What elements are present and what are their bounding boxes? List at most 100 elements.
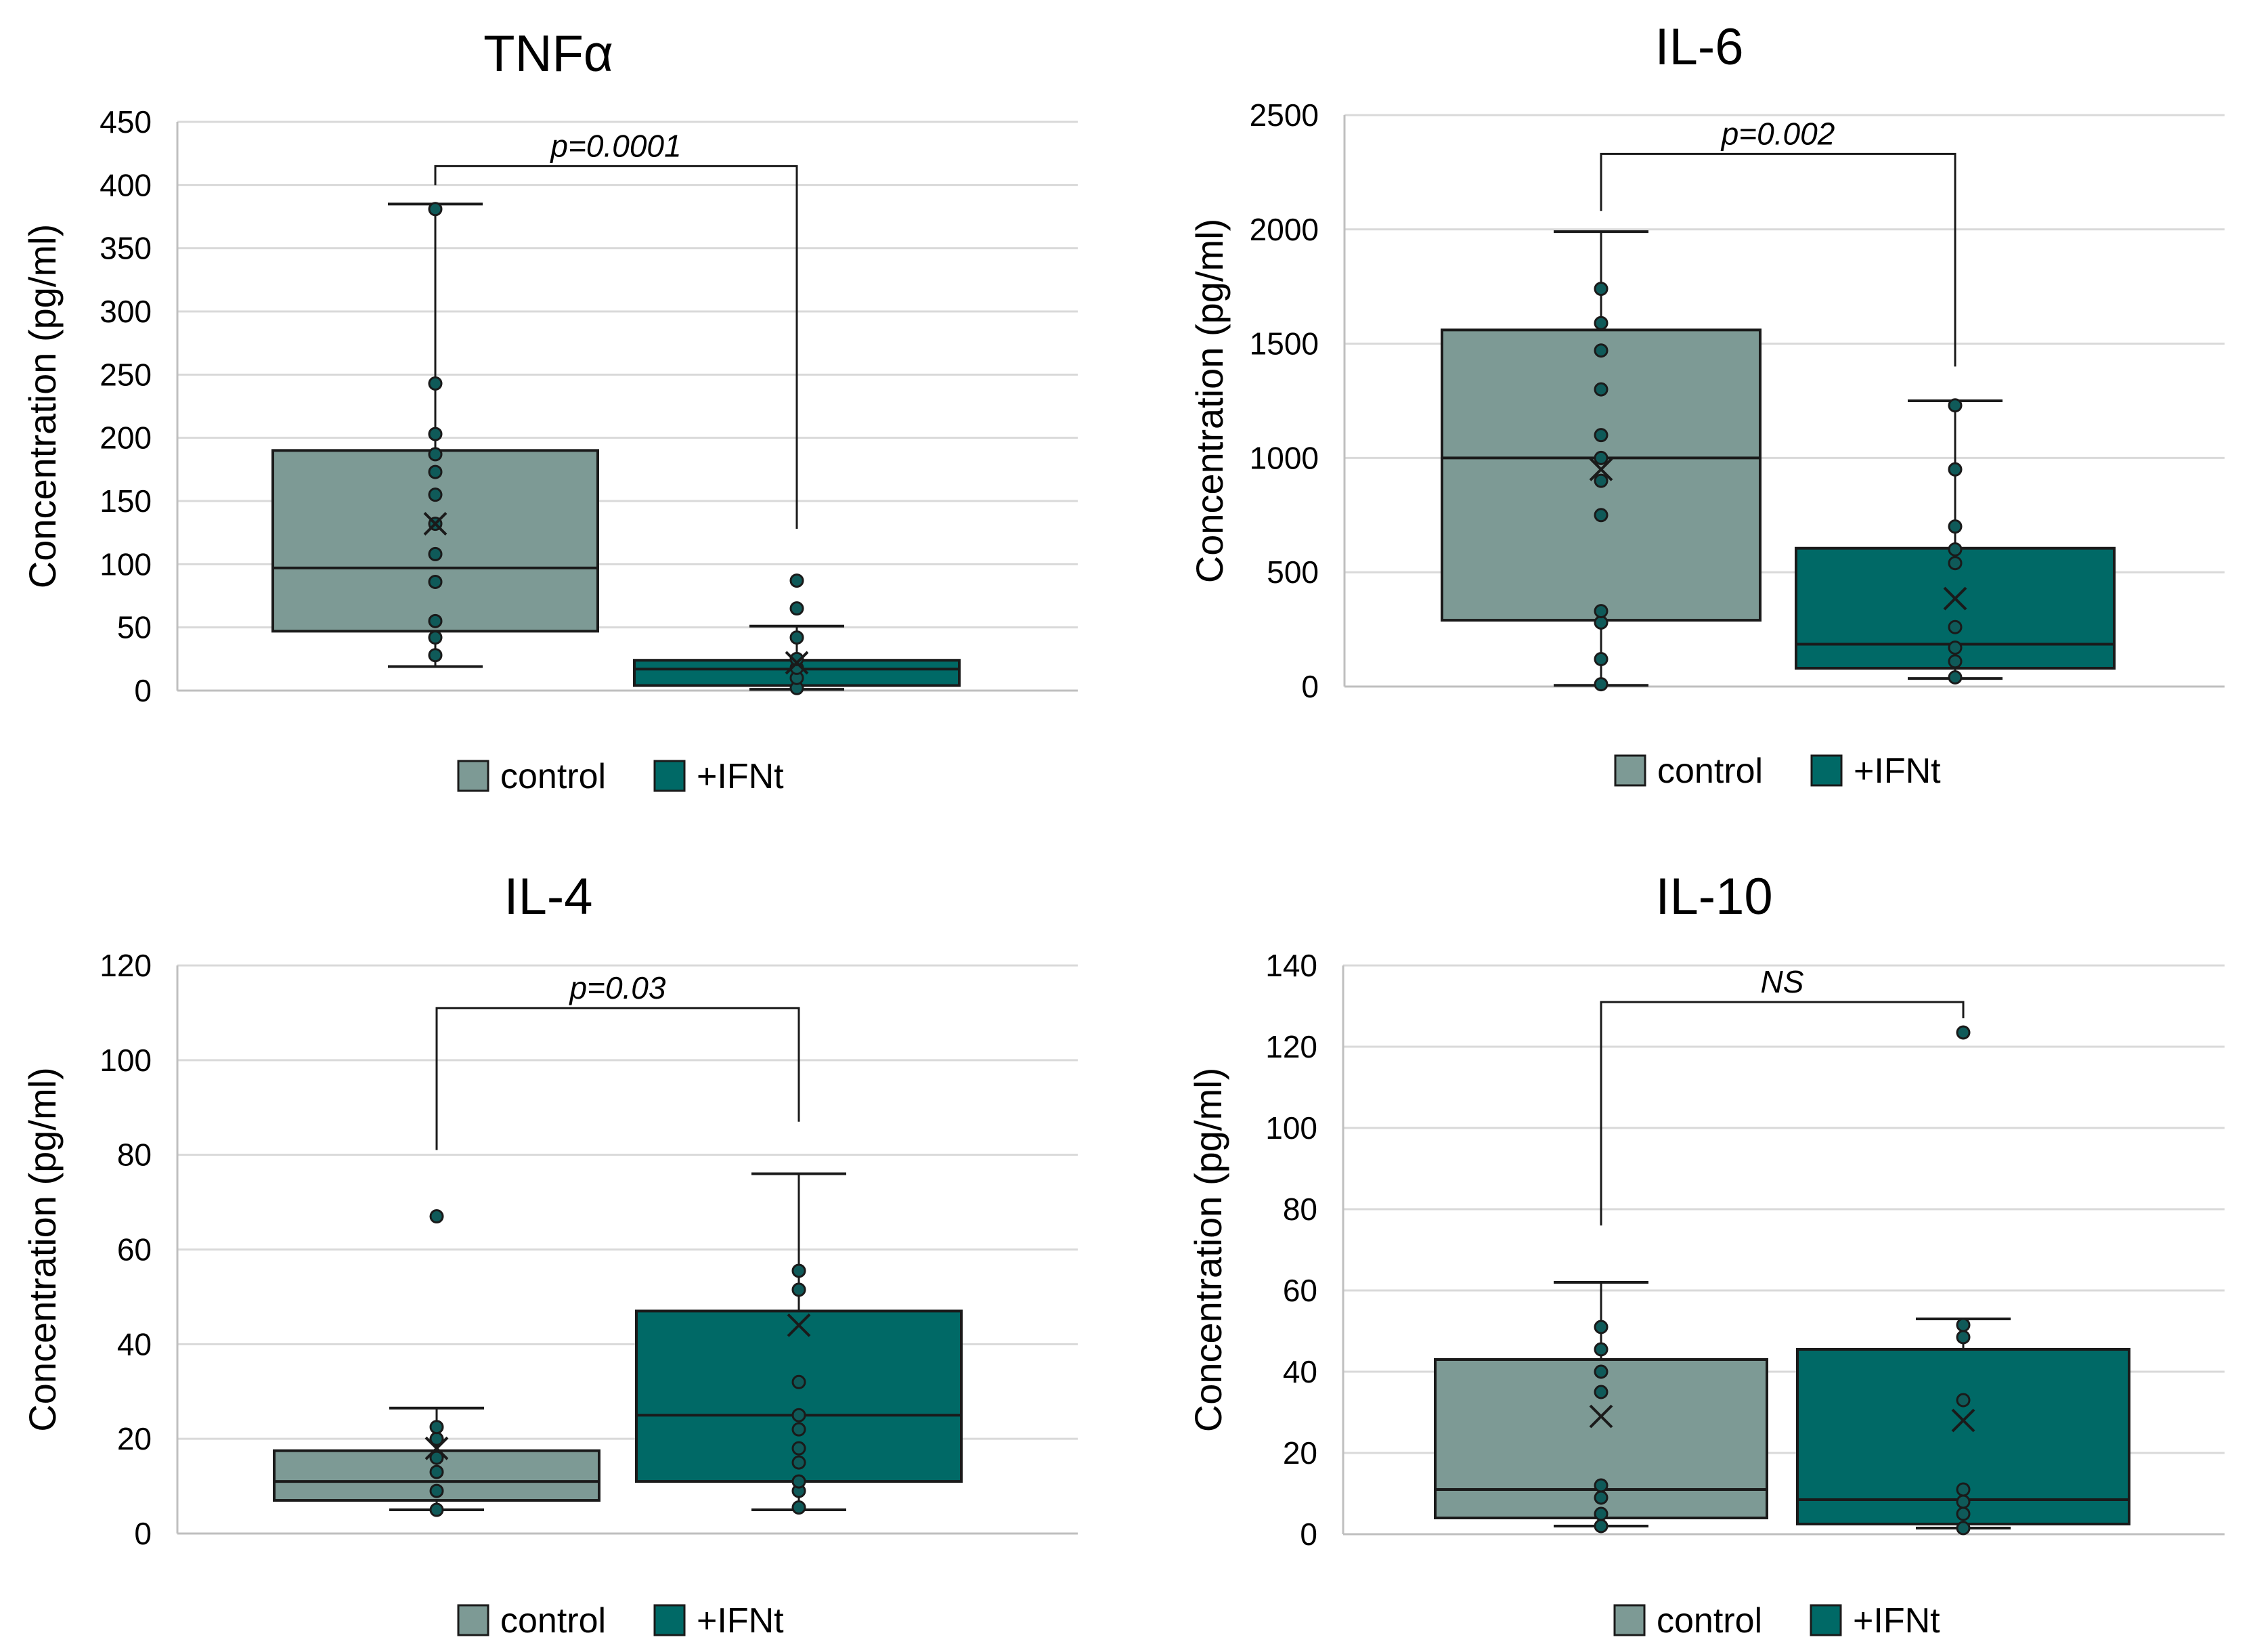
series-control [1434, 1281, 1768, 1534]
mean-marker [787, 1313, 811, 1337]
mean-marker [1951, 1408, 1975, 1433]
data-point [428, 574, 443, 589]
p-value-label: p=0.0001 [549, 128, 681, 163]
data-point [791, 1422, 806, 1437]
y-axis-label: Concentration (pg/ml) [21, 224, 64, 588]
data-point [1956, 1521, 1971, 1536]
data-point [428, 546, 443, 561]
significance-bracket [1600, 1001, 1965, 1225]
mean-marker [1943, 586, 1967, 611]
mean-marker [1589, 1404, 1613, 1429]
y-tick-label: 0 [1301, 669, 1319, 704]
chart-title: TNFα [483, 25, 613, 83]
y-tick-label: 500 [1267, 555, 1319, 590]
data-point [791, 1474, 806, 1489]
y-tick-label: 60 [117, 1232, 152, 1267]
significance-bracket [434, 165, 798, 529]
data-point [789, 651, 804, 666]
data-point [1948, 398, 1963, 413]
data-point [789, 573, 804, 588]
legend-swatch-control [457, 1604, 489, 1636]
data-point [791, 1374, 806, 1389]
mean-marker [424, 1436, 449, 1460]
significance-bracket [435, 1007, 800, 1150]
y-tick-label: 20 [117, 1421, 152, 1456]
series-ifnt [633, 573, 961, 695]
data-point [1594, 1490, 1609, 1505]
y-tick-label: 0 [134, 673, 152, 708]
y-tick-label: 40 [1283, 1354, 1317, 1389]
legend-label: control [1657, 752, 1763, 791]
data-point [789, 601, 804, 616]
series-control [1441, 230, 1762, 692]
data-point [428, 447, 443, 462]
legend-swatch-ifnt [1810, 1604, 1842, 1636]
data-point [1594, 382, 1609, 397]
data-point [1956, 1393, 1971, 1408]
legend-label: control [500, 1601, 606, 1640]
data-point [1948, 640, 1963, 655]
data-point [791, 1282, 806, 1297]
y-tick-label: 120 [1265, 1029, 1317, 1064]
significance-bracket [1600, 152, 1956, 367]
data-point [1594, 450, 1609, 465]
y-tick-label: 40 [117, 1326, 152, 1362]
data-point [1594, 1519, 1609, 1534]
y-tick-label: 300 [100, 294, 152, 329]
legend-swatch-ifnt [653, 1604, 686, 1636]
data-point [1594, 473, 1609, 488]
legend: control +IFNt [457, 757, 784, 796]
data-point [428, 613, 443, 628]
data-point [1594, 316, 1609, 330]
data-point [1594, 1320, 1609, 1334]
legend-label: +IFNt [1853, 1601, 1940, 1640]
chart-panel-2: IL-6 Concentration (pg/ml) 0 500 1000 1500 200… [1188, 18, 2225, 791]
y-tick-label: 80 [1283, 1192, 1317, 1227]
mean-marker [785, 651, 809, 675]
y-tick-label: 2000 [1250, 212, 1319, 247]
data-point [1594, 282, 1609, 297]
data-point [1956, 1330, 1971, 1345]
data-point [1594, 1342, 1609, 1357]
data-point [1956, 1482, 1971, 1497]
data-point [1594, 677, 1609, 692]
box-iqr [271, 449, 599, 633]
data-point [789, 630, 804, 645]
data-point [1594, 1385, 1609, 1399]
data-point [1948, 620, 1963, 634]
y-axis-label: Concentration (pg/ml) [1188, 219, 1231, 583]
y-tick-label: 150 [100, 483, 152, 519]
chart-panel-3: IL-4 Concentration (pg/ml) 0 20 40 60 80 100 120… [21, 868, 1078, 1640]
y-tick-label: 50 [117, 610, 152, 645]
chart-title: IL-4 [504, 868, 593, 926]
data-point [429, 1502, 444, 1517]
y-tick-label: 140 [1265, 948, 1317, 983]
y-tick-label: 2500 [1250, 97, 1319, 133]
legend-swatch-control [1613, 1604, 1646, 1636]
data-point [428, 202, 443, 217]
data-point [791, 1408, 806, 1422]
data-point [1594, 428, 1609, 443]
data-point [1948, 542, 1963, 557]
y-tick-label: 100 [100, 546, 152, 582]
y-axis-label: Concentration (pg/ml) [1187, 1068, 1229, 1432]
data-point [1948, 670, 1963, 684]
legend-label: control [1657, 1601, 1762, 1640]
data-point [428, 648, 443, 663]
data-point [1948, 462, 1963, 477]
series-ifnt [635, 1172, 963, 1515]
mean-marker [423, 512, 447, 536]
data-point [428, 376, 443, 391]
y-tick-label: 350 [100, 231, 152, 266]
mean-marker [1589, 457, 1613, 481]
y-tick-label: 450 [100, 104, 152, 139]
legend-label: +IFNt [1854, 752, 1941, 791]
legend-label: +IFNt [697, 757, 784, 796]
legend: control +IFNt [1613, 1601, 1940, 1640]
y-tick-label: 100 [100, 1043, 152, 1078]
data-point [791, 1441, 806, 1456]
data-point [428, 427, 443, 441]
p-value-label: p=0.03 [569, 970, 666, 1005]
data-point [1594, 651, 1609, 666]
